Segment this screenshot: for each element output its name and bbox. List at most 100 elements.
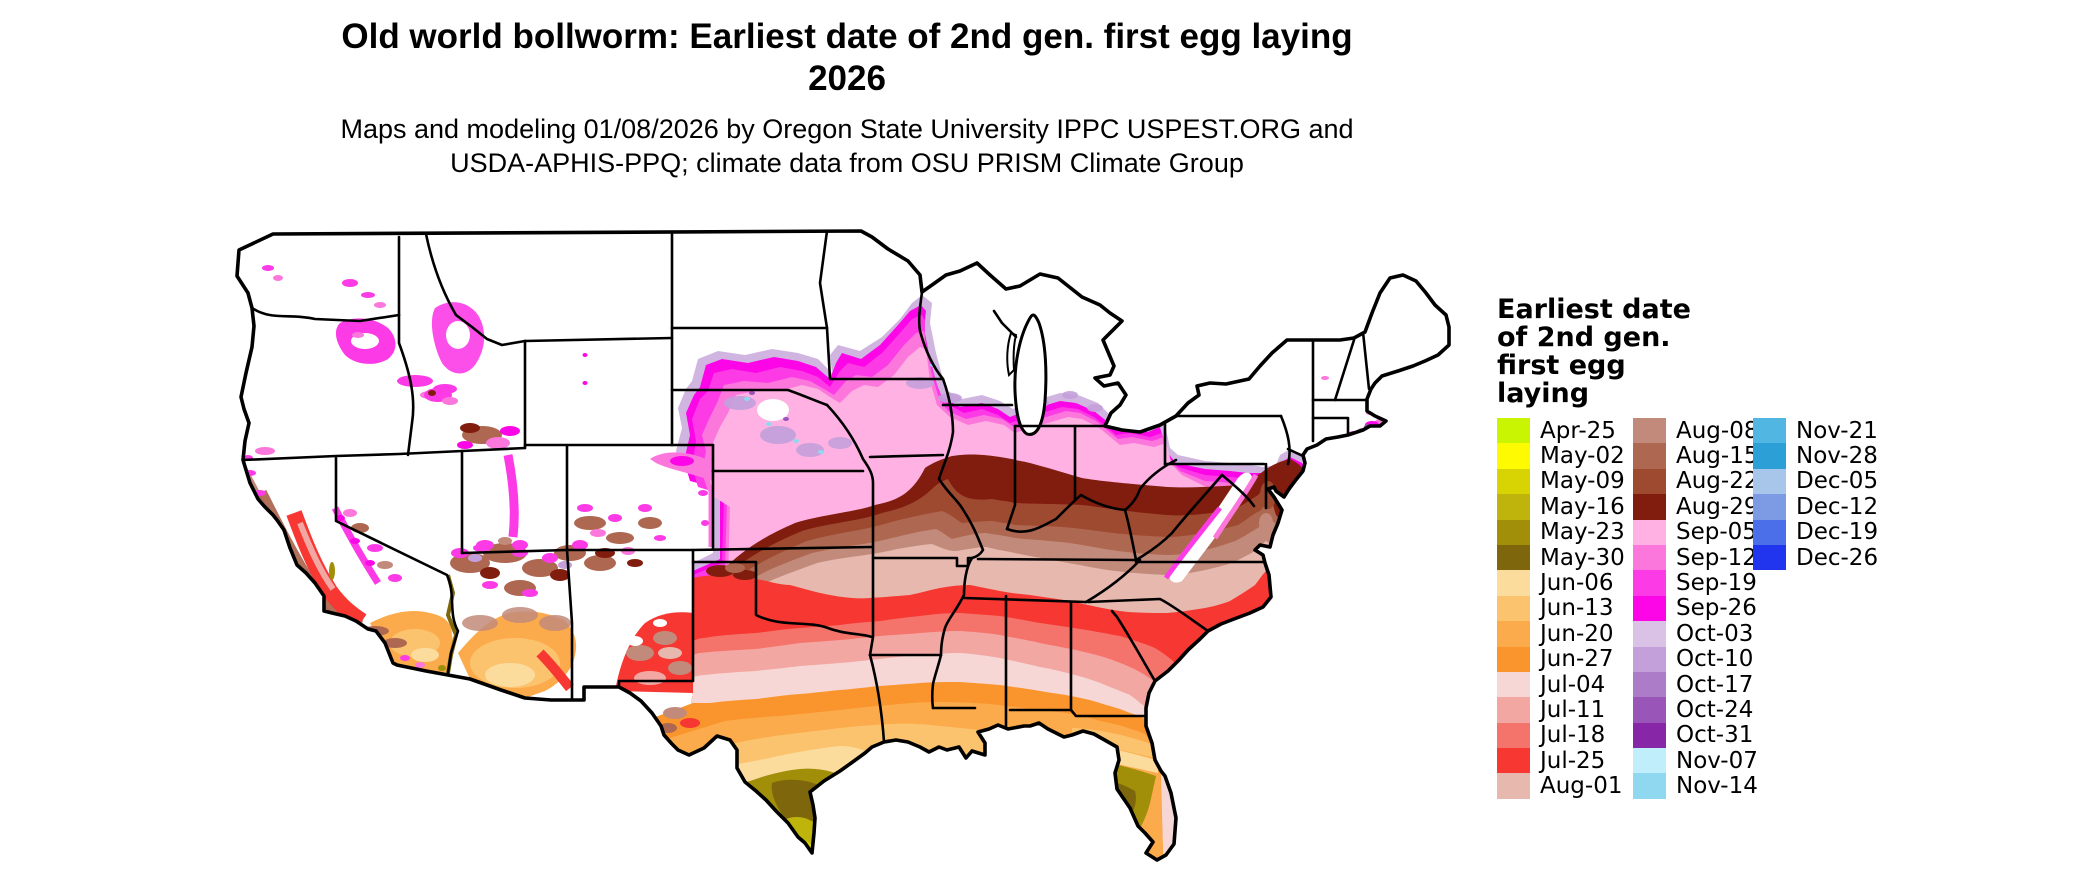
legend-row: Jul-04	[1497, 671, 1625, 698]
legend-row: May-09	[1497, 468, 1625, 495]
legend-label: Jun-27	[1540, 646, 1614, 673]
legend-row: Dec-05	[1753, 468, 1879, 495]
legend-swatch	[1753, 544, 1786, 571]
legend: Earliest date of 2nd gen. first egg layi…	[1490, 296, 2090, 799]
legend-row: Aug-08	[1633, 417, 1759, 444]
legend-label: Nov-07	[1676, 747, 1758, 774]
legend-label: May-16	[1540, 493, 1625, 520]
legend-title-line4: laying	[1497, 378, 1590, 409]
legend-row: Dec-26	[1753, 544, 1878, 571]
legend-swatch	[1753, 418, 1786, 444]
legend-title-line2: of 2nd gen.	[1497, 322, 1671, 353]
legend-swatch	[1633, 468, 1666, 495]
legend-label: Aug-29	[1676, 493, 1759, 520]
legend-label: Dec-12	[1796, 493, 1879, 520]
legend-label: Oct-24	[1676, 697, 1754, 723]
legend-label: Jul-18	[1540, 722, 1606, 749]
legend-label: Oct-31	[1676, 722, 1754, 749]
legend-row: Jun-13	[1497, 595, 1625, 622]
map-subtitle: Maps and modeling 01/08/2026 by Oregon S…	[0, 112, 1694, 180]
subtitle-line2: USDA-APHIS-PPQ; climate data from OSU PR…	[450, 148, 1244, 178]
legend-label: Sep-12	[1676, 544, 1757, 571]
legend-row: Jun-27	[1497, 646, 1625, 673]
us-map-svg	[235, 229, 1451, 862]
legend-swatch	[1633, 418, 1666, 444]
legend-column-3: Nov-21 Nov-28 Dec-05 Dec-12 Dec-19 Dec-2…	[1753, 417, 1879, 571]
legend-swatch	[1633, 748, 1666, 774]
legend-row: Jul-18	[1497, 722, 1625, 749]
legend-title: Earliest date of 2nd gen. first egg layi…	[1497, 296, 2090, 408]
legend-row: Sep-26	[1633, 595, 1758, 622]
legend-row: Dec-19	[1753, 519, 1879, 546]
legend-swatch	[1497, 773, 1530, 799]
legend-label: Aug-01	[1540, 773, 1623, 800]
legend-label: Nov-14	[1676, 773, 1758, 800]
legend-label: May-23	[1540, 519, 1625, 546]
legend-column-1: Apr-25 May-02 May-09 May-16 May-23 May-3…	[1497, 418, 1625, 799]
legend-swatch	[1633, 519, 1666, 545]
legend-row: Nov-21	[1753, 417, 1878, 444]
legend-swatch	[1633, 697, 1666, 723]
legend-swatch	[1497, 418, 1530, 444]
legend-label: Aug-22	[1676, 468, 1759, 495]
legend-swatch	[1497, 748, 1530, 774]
legend-row: May-16	[1497, 493, 1625, 520]
legend-swatch	[1497, 519, 1530, 545]
legend-swatch	[1497, 468, 1530, 495]
legend-row: May-02	[1497, 443, 1625, 470]
map-title-line1: Old world bollworm: Earliest date of 2nd…	[341, 17, 1353, 56]
legend-row: May-30	[1497, 544, 1625, 571]
legend-label: May-02	[1540, 443, 1625, 470]
green-bay	[1006, 331, 1018, 378]
header: Old world bollworm: Earliest date of 2nd…	[0, 16, 1694, 180]
legend-swatch	[1633, 544, 1666, 571]
legend-label: Dec-19	[1796, 519, 1879, 546]
legend-row: Aug-29	[1633, 493, 1759, 520]
legend-swatch	[1497, 697, 1530, 723]
legend-swatch	[1633, 671, 1666, 698]
legend-row: Aug-01	[1497, 773, 1625, 800]
legend-row: Apr-25	[1497, 418, 1625, 444]
legend-swatch	[1497, 570, 1530, 596]
legend-label: Jul-04	[1540, 671, 1606, 698]
legend-label: May-30	[1540, 544, 1625, 571]
legend-label: Jul-25	[1540, 747, 1606, 774]
legend-row: Oct-17	[1633, 671, 1758, 698]
legend-label: Aug-08	[1676, 417, 1759, 444]
legend-row: Aug-15	[1633, 443, 1759, 470]
legend-label: May-09	[1540, 468, 1625, 495]
legend-swatch	[1633, 570, 1666, 596]
legend-label: Nov-21	[1796, 417, 1878, 444]
legend-swatch	[1753, 443, 1786, 469]
legend-swatch	[1633, 773, 1666, 799]
legend-column-2: Aug-08 Aug-15 Aug-22 Aug-29 Sep-05 Sep-1…	[1633, 418, 1758, 799]
legend-label: Oct-10	[1676, 646, 1754, 673]
legend-swatch	[1633, 443, 1666, 469]
legend-label: Aug-15	[1676, 443, 1759, 470]
legend-label: Oct-17	[1676, 671, 1754, 698]
legend-swatch	[1497, 443, 1530, 469]
legend-row: Oct-10	[1633, 646, 1758, 673]
map-raster-layers	[237, 231, 1449, 860]
legend-row: Jun-20	[1497, 621, 1625, 647]
legend-row: Jul-11	[1497, 697, 1625, 723]
legend-row: Nov-07	[1633, 747, 1758, 774]
legend-label: Dec-05	[1796, 468, 1879, 495]
us-choropleth-map	[220, 223, 1460, 892]
state-borders	[241, 231, 1371, 744]
legend-label: Oct-03	[1676, 620, 1754, 647]
legend-swatch	[1497, 671, 1530, 698]
subtitle-line1: Maps and modeling 01/08/2026 by Oregon S…	[340, 114, 1354, 144]
legend-title-line3: first egg	[1497, 350, 1626, 381]
legend-label: Jun-13	[1540, 595, 1614, 622]
legend-swatch	[1633, 595, 1666, 622]
legend-row: Nov-14	[1633, 773, 1758, 800]
legend-row: Sep-19	[1633, 570, 1758, 596]
legend-row: Oct-24	[1633, 697, 1758, 723]
legend-swatch	[1497, 595, 1530, 622]
legend-row: Dec-12	[1753, 493, 1879, 520]
legend-label: Jul-11	[1540, 697, 1606, 723]
legend-swatch	[1497, 621, 1530, 647]
legend-swatch	[1497, 722, 1530, 749]
